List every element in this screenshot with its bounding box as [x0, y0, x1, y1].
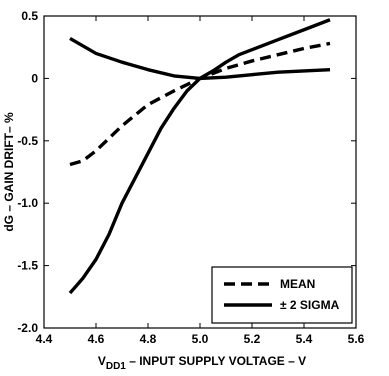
legend: MEAN ± 2 SIGMA: [211, 266, 353, 324]
x-tick-label: 5.0: [192, 332, 209, 346]
x-axis-title-rest: – INPUT SUPPLY VOLTAGE – V: [126, 354, 306, 368]
x-tick-label: 5.4: [296, 332, 313, 346]
series-line-sigma-lower-2: [69, 36, 331, 81]
y-tick-label: 0.5: [21, 9, 38, 23]
x-tick-label: 4.4: [36, 332, 53, 346]
y-axis-title: dG – GAIN DRIFT– %: [2, 112, 16, 232]
x-axis-title-subscript: DD1: [106, 361, 126, 372]
x-tick-label: 5.6: [348, 332, 365, 346]
series-line-2-sigma: [68, 18, 331, 295]
y-tick-label: -1.0: [17, 196, 38, 210]
x-tick-label: 4.6: [88, 332, 105, 346]
legend-box: [211, 266, 353, 324]
legend-label: MEAN: [280, 277, 315, 291]
x-tick-label: 5.2: [244, 332, 261, 346]
series-line-mean: [69, 41, 331, 167]
x-tick-label: 4.8: [140, 332, 157, 346]
plot-area: [68, 18, 331, 295]
y-tick-label: -1.5: [17, 259, 38, 273]
axes: 4.4 4.6 4.8 5.0 5.2 5.4 5.6 0.5 0 -0.5 -1.0 -1.5 -2.…: [2, 9, 365, 372]
y-tick-label: -2.0: [17, 321, 38, 335]
y-tick-label: 0: [31, 71, 38, 85]
y-tick-label: -0.5: [17, 134, 38, 148]
x-axis-title-prefix: V: [98, 354, 106, 368]
legend-label: ± 2 SIGMA: [280, 298, 340, 312]
x-axis-title: VDD1 – INPUT SUPPLY VOLTAGE – V: [98, 354, 306, 372]
